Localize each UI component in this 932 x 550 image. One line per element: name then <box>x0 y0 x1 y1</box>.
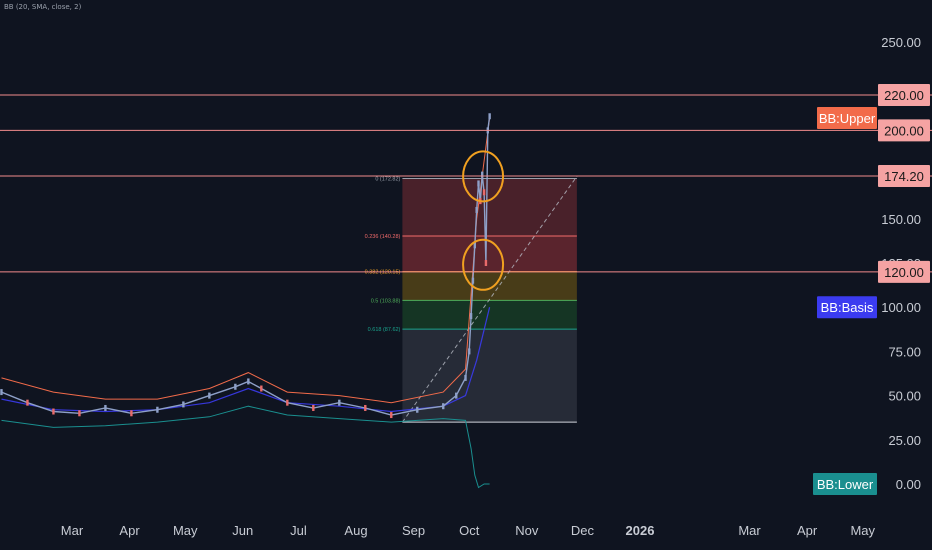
candle <box>156 406 159 413</box>
y-tick-label: 75.00 <box>888 344 921 359</box>
x-tick-label: 2026 <box>626 523 655 538</box>
fib-zone-0 <box>402 178 577 236</box>
candle <box>234 383 237 390</box>
fib-label-0.382: 0.382 (120.15) <box>365 270 401 276</box>
fib-label-0.5: 0.5 (103.88) <box>371 298 401 304</box>
x-tick-label: May <box>850 523 875 538</box>
y-tick-label: 50.00 <box>888 389 921 404</box>
candle <box>208 392 211 399</box>
band-badge-label: BB:Lower <box>817 477 874 492</box>
band-badge <box>817 296 877 319</box>
candle <box>247 378 250 385</box>
indicator-legend[interactable]: BB (20, SMA, close, 2) <box>4 3 82 11</box>
candle <box>481 171 484 178</box>
candle <box>475 206 478 213</box>
x-tick-label: Aug <box>344 523 367 538</box>
x-tick-label: Nov <box>515 523 539 538</box>
candle <box>78 410 81 417</box>
candle <box>364 404 367 411</box>
price-badge-label: 220.00 <box>884 88 924 103</box>
band-badge <box>813 473 877 495</box>
price-badge <box>878 165 930 188</box>
highlight-circles[interactable] <box>462 150 505 291</box>
candle <box>484 260 488 266</box>
fib-zone-0.5 <box>402 300 577 330</box>
fib-label-0: 0 (172.82) <box>375 176 400 182</box>
x-tick-label: Mar <box>738 523 761 538</box>
x-axis: Mar Apr May Jun Jul Aug Sep Oct Nov Dec 2026 Mar Apr… <box>61 523 876 538</box>
candle <box>469 313 473 320</box>
band-badge-label: BB:Basis <box>821 300 874 315</box>
candle <box>390 412 393 419</box>
candle <box>52 408 55 415</box>
price-badge <box>878 84 930 107</box>
highlight-circle <box>462 238 505 291</box>
fib-zone-0.618 <box>402 329 577 423</box>
candle <box>286 399 289 406</box>
x-tick-label: Oct <box>459 523 480 538</box>
band-badge-label: BB:Upper <box>819 111 876 126</box>
price-badge-label: 120.00 <box>884 265 924 280</box>
y-tick-label: 250.00 <box>881 35 921 50</box>
y-tick-label: 0.00 <box>896 477 921 492</box>
x-tick-label: May <box>173 523 198 538</box>
horizontal-lines[interactable] <box>0 94 932 273</box>
candle <box>312 404 315 411</box>
candle <box>104 404 107 411</box>
candle <box>455 392 458 399</box>
band-badge <box>817 107 877 130</box>
candle <box>468 348 471 355</box>
bb-lower-line <box>1 405 490 489</box>
y-axis: 0.0025.0050.0075.00100.00125.00150.00200… <box>881 35 921 492</box>
candle <box>260 385 263 392</box>
candle <box>482 189 486 196</box>
x-tick-label: Dec <box>571 523 595 538</box>
candle <box>26 399 29 406</box>
x-tick-label: Mar <box>61 523 84 538</box>
fib-label-0.618: 0.618 (87.62) <box>368 327 401 333</box>
y-tick-label: 150.00 <box>881 212 921 227</box>
fibonacci-retracement[interactable]: 0 (172.82) 0.236 (140.28) 0.382 (120.15) 0.… <box>365 176 578 423</box>
price-badge <box>878 260 930 283</box>
y-tick-label: 100.00 <box>881 300 921 315</box>
price-badge <box>878 119 930 142</box>
price-badge-label: 174.20 <box>884 169 924 184</box>
fib-trend-line <box>401 176 578 423</box>
x-tick-label: Apr <box>797 523 818 538</box>
price-badges: 220.00 200.00 174.20 120.00 BB:Upper BB:Basis… <box>813 84 930 495</box>
candle <box>442 403 445 410</box>
bb-upper-line <box>1 117 491 404</box>
x-tick-label: Sep <box>402 523 425 538</box>
fib-label-0.236: 0.236 (140.28) <box>365 234 401 240</box>
fib-zone-0.382 <box>402 271 577 301</box>
candle <box>130 410 133 417</box>
y-tick-label: 25.00 <box>888 433 921 448</box>
highlight-circle <box>462 150 505 203</box>
x-tick-label: Jun <box>232 523 253 538</box>
candle <box>0 389 3 396</box>
candle <box>338 399 341 406</box>
candle <box>488 113 491 120</box>
candle <box>464 374 467 381</box>
x-tick-label: Apr <box>119 523 140 538</box>
candle <box>416 406 419 413</box>
candle <box>473 242 476 249</box>
candle <box>182 401 185 408</box>
x-tick-label: Jul <box>290 523 307 538</box>
price-badge-label: 200.00 <box>884 123 924 138</box>
candle <box>471 277 475 284</box>
candle <box>477 180 480 187</box>
